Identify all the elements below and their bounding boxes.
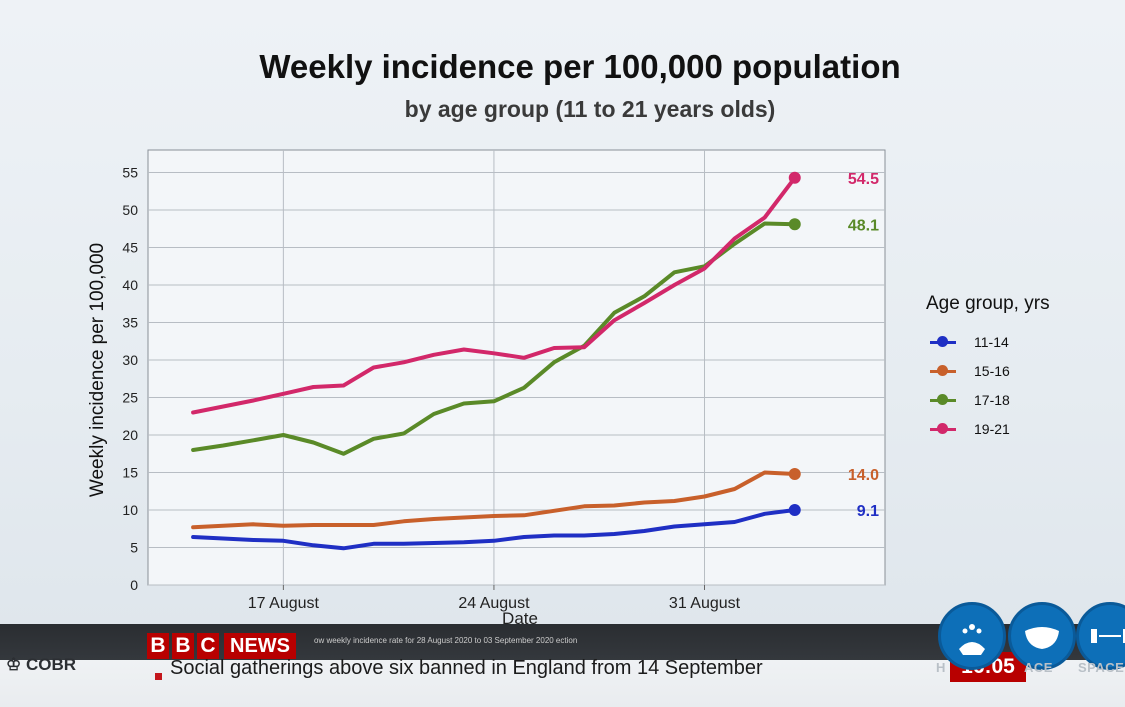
bbc-news-logo: B B C NEWS [147, 632, 296, 660]
news-ticker: Social gatherings above six banned in En… [170, 657, 763, 679]
x-tick-label: 24 August [458, 595, 530, 612]
chart-legend: Age group, yrs 11-14 15-16 17-18 19-21 [926, 293, 1050, 443]
chart-title: Weekly incidence per 100,000 population [259, 48, 901, 85]
series-line-15-16 [191, 470, 797, 530]
legend-label: 15-16 [974, 362, 1010, 379]
x-axis-title: Date [502, 609, 538, 628]
bbc-letter: B [172, 633, 194, 659]
series-line-19-21 [191, 175, 797, 415]
space-distance-icon [1076, 602, 1125, 670]
badge-word-hands: H [936, 660, 946, 675]
badge-word-face: ACE [1024, 660, 1053, 675]
legend-swatch [926, 364, 960, 377]
legend-swatch [926, 422, 960, 435]
x-tick-label: 17 August [248, 595, 320, 612]
ticker-bullet-icon [155, 673, 162, 680]
news-word: NEWS [224, 633, 296, 659]
series-end-label-15-16: 14.0 [848, 467, 879, 484]
legend-swatch [926, 335, 960, 348]
series-end-point-17-18 [788, 218, 801, 231]
source-note: ow weekly incidence rate for 28 August 2… [314, 636, 578, 645]
plot-area [147, 149, 886, 586]
series-end-label-19-21: 54.5 [848, 171, 879, 188]
x-tick-label: 31 August [669, 595, 741, 612]
crown-icon: ♔ [6, 655, 26, 674]
series-end-point-11-14 [788, 504, 801, 516]
y-tick-label: 50 [122, 202, 138, 218]
series-end-label-17-18: 48.1 [848, 217, 879, 234]
legend-label: 19-21 [974, 420, 1010, 437]
y-tick-label: 10 [122, 502, 138, 518]
badge-word-space: SPACE [1078, 660, 1125, 675]
legend-item-17-18: 17-18 [926, 385, 1050, 414]
cobr-label: COBR [25, 655, 77, 674]
cobr-logo: ♔ COBR [6, 655, 76, 675]
y-tick-label: 25 [122, 390, 138, 406]
legend-title: Age group, yrs [926, 293, 1050, 314]
legend-item-19-21: 19-21 [926, 414, 1050, 443]
y-tick-label: 20 [122, 427, 138, 443]
y-tick-label: 35 [122, 315, 138, 331]
legend-item-15-16: 15-16 [926, 356, 1050, 385]
series-line-11-14 [191, 508, 797, 551]
y-tick-label: 0 [130, 577, 138, 593]
legend-item-11-14: 11-14 [926, 327, 1050, 356]
bbc-letter: B [147, 633, 169, 659]
y-tick-label: 45 [122, 240, 138, 256]
legend-label: 11-14 [974, 333, 1009, 350]
series-end-point-15-16 [788, 468, 801, 480]
y-tick-label: 30 [122, 352, 138, 368]
series-line-17-18 [191, 221, 797, 456]
series-end-label-11-14: 9.1 [857, 503, 879, 520]
y-tick-label: 5 [130, 540, 138, 556]
legend-label: 17-18 [974, 391, 1010, 408]
legend-swatch [926, 393, 960, 406]
series-end-point-19-21 [788, 171, 801, 184]
hands-wash-icon [938, 602, 1006, 670]
y-tick-label: 15 [122, 465, 138, 481]
y-tick-label: 55 [122, 165, 138, 181]
y-axis-title: Weekly incidence per 100,000 [87, 242, 108, 498]
y-tick-label: 40 [122, 277, 138, 293]
bbc-letter: C [197, 633, 219, 659]
face-mask-icon [1008, 602, 1076, 670]
chart-subtitle: by age group (11 to 21 years olds) [404, 96, 776, 122]
